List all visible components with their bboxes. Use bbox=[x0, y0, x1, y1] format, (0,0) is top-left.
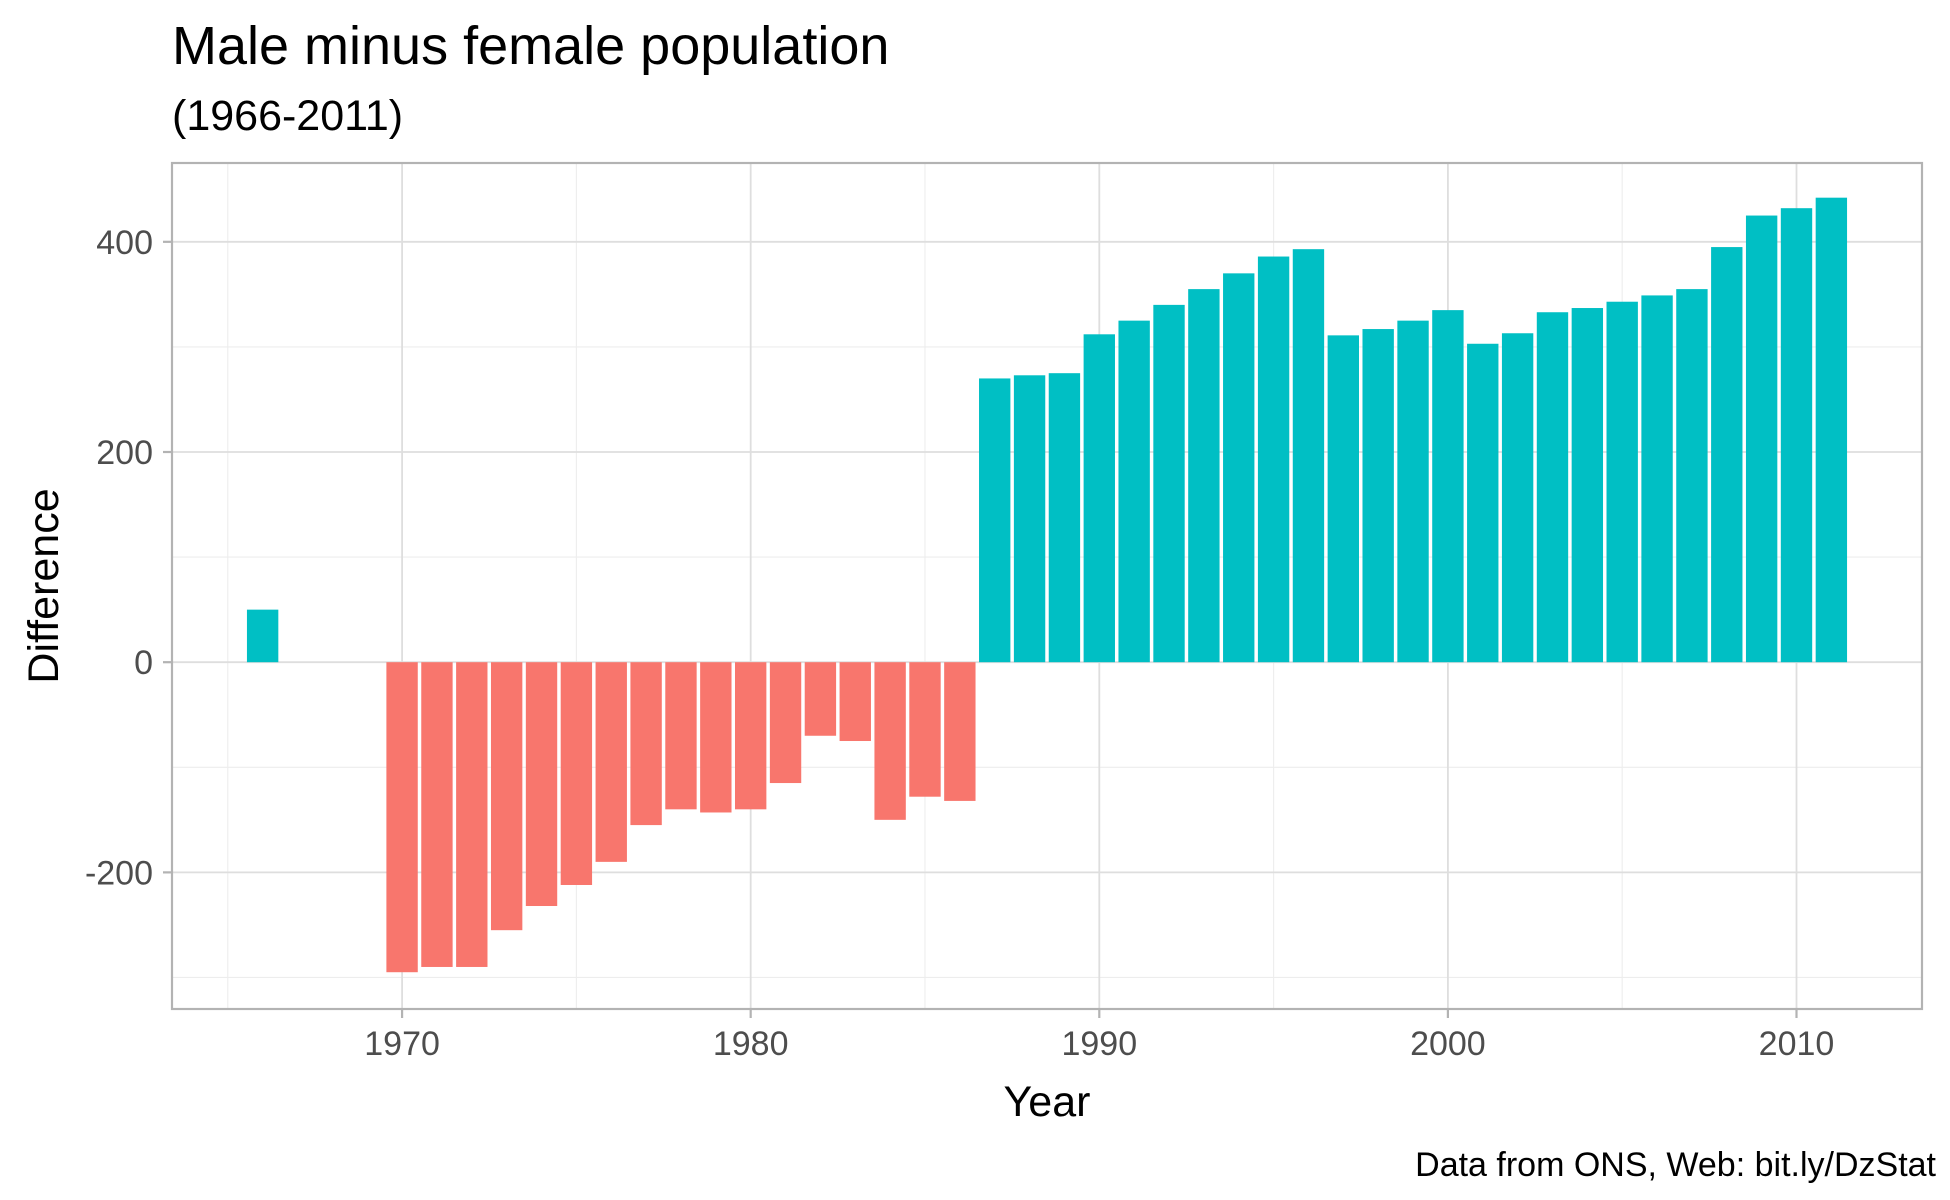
bar-1973 bbox=[490, 662, 523, 931]
bar-1970 bbox=[386, 662, 418, 973]
bar-2003 bbox=[1536, 312, 1569, 663]
y-tick-label: 200 bbox=[96, 434, 153, 472]
bar-2000 bbox=[1432, 310, 1464, 663]
bar-1982 bbox=[804, 662, 837, 736]
bar-1977 bbox=[630, 662, 662, 826]
x-tick-label: 1980 bbox=[713, 1025, 789, 1063]
bar-2011 bbox=[1815, 197, 1848, 663]
bar-1997 bbox=[1327, 335, 1360, 663]
bar-2009 bbox=[1745, 215, 1778, 663]
bar-1996 bbox=[1292, 249, 1325, 663]
bar-2004 bbox=[1571, 308, 1604, 663]
bar-1974 bbox=[525, 662, 558, 907]
bar-1972 bbox=[456, 662, 488, 967]
bar-1980 bbox=[734, 662, 767, 810]
bar-2002 bbox=[1501, 333, 1534, 663]
chart-caption: Data from ONS, Web: bit.ly/DzStat bbox=[1415, 1146, 1936, 1184]
bar-2001 bbox=[1467, 343, 1499, 663]
y-tick-label: 400 bbox=[96, 224, 153, 262]
bar-1981 bbox=[769, 662, 802, 784]
bar-1990 bbox=[1083, 334, 1115, 663]
bar-1987 bbox=[979, 378, 1011, 663]
bar-1999 bbox=[1397, 320, 1429, 663]
x-tick-label: 1990 bbox=[1061, 1025, 1137, 1063]
bar-1983 bbox=[839, 662, 871, 742]
bar-1995 bbox=[1257, 256, 1290, 663]
bar-1971 bbox=[421, 662, 453, 967]
bar-1994 bbox=[1223, 273, 1255, 663]
x-tick-label: 2000 bbox=[1410, 1025, 1486, 1063]
bar-2005 bbox=[1606, 301, 1638, 663]
x-tick-label: 1970 bbox=[364, 1025, 440, 1063]
y-tick-label: -200 bbox=[85, 854, 153, 892]
bar-1978 bbox=[665, 662, 697, 810]
bar-1979 bbox=[700, 662, 732, 813]
bar-1976 bbox=[595, 662, 627, 862]
bar-1992 bbox=[1153, 304, 1185, 663]
bar-2006 bbox=[1641, 295, 1673, 663]
chart-subtitle: (1966-2011) bbox=[172, 92, 403, 140]
bar-1975 bbox=[560, 662, 593, 885]
x-axis-title: Year bbox=[1004, 1078, 1091, 1126]
x-tick-label: 2010 bbox=[1759, 1025, 1835, 1063]
tick-labels: 1970 1980 1990 2000 2010 -200 0 200 400 bbox=[85, 224, 1834, 1063]
axis-ticks bbox=[163, 240, 1798, 1018]
bars bbox=[246, 197, 1848, 973]
bar-1991 bbox=[1118, 320, 1150, 663]
bar-1984 bbox=[874, 662, 906, 820]
bar-2010 bbox=[1780, 208, 1813, 663]
panel-border bbox=[170, 161, 1924, 1011]
bar-2007 bbox=[1676, 289, 1708, 663]
bar-1998 bbox=[1362, 329, 1394, 663]
y-axis-title: Difference bbox=[20, 488, 68, 683]
bar-1988 bbox=[1013, 375, 1046, 663]
y-tick-label: 0 bbox=[134, 644, 153, 682]
bar-1966 bbox=[246, 609, 279, 663]
bar-1986 bbox=[944, 662, 976, 801]
chart-title: Male minus female population bbox=[172, 16, 889, 76]
bar-1989 bbox=[1048, 373, 1081, 663]
bar-1985 bbox=[909, 662, 941, 797]
bar-2008 bbox=[1711, 247, 1743, 663]
bar-1993 bbox=[1188, 289, 1220, 663]
